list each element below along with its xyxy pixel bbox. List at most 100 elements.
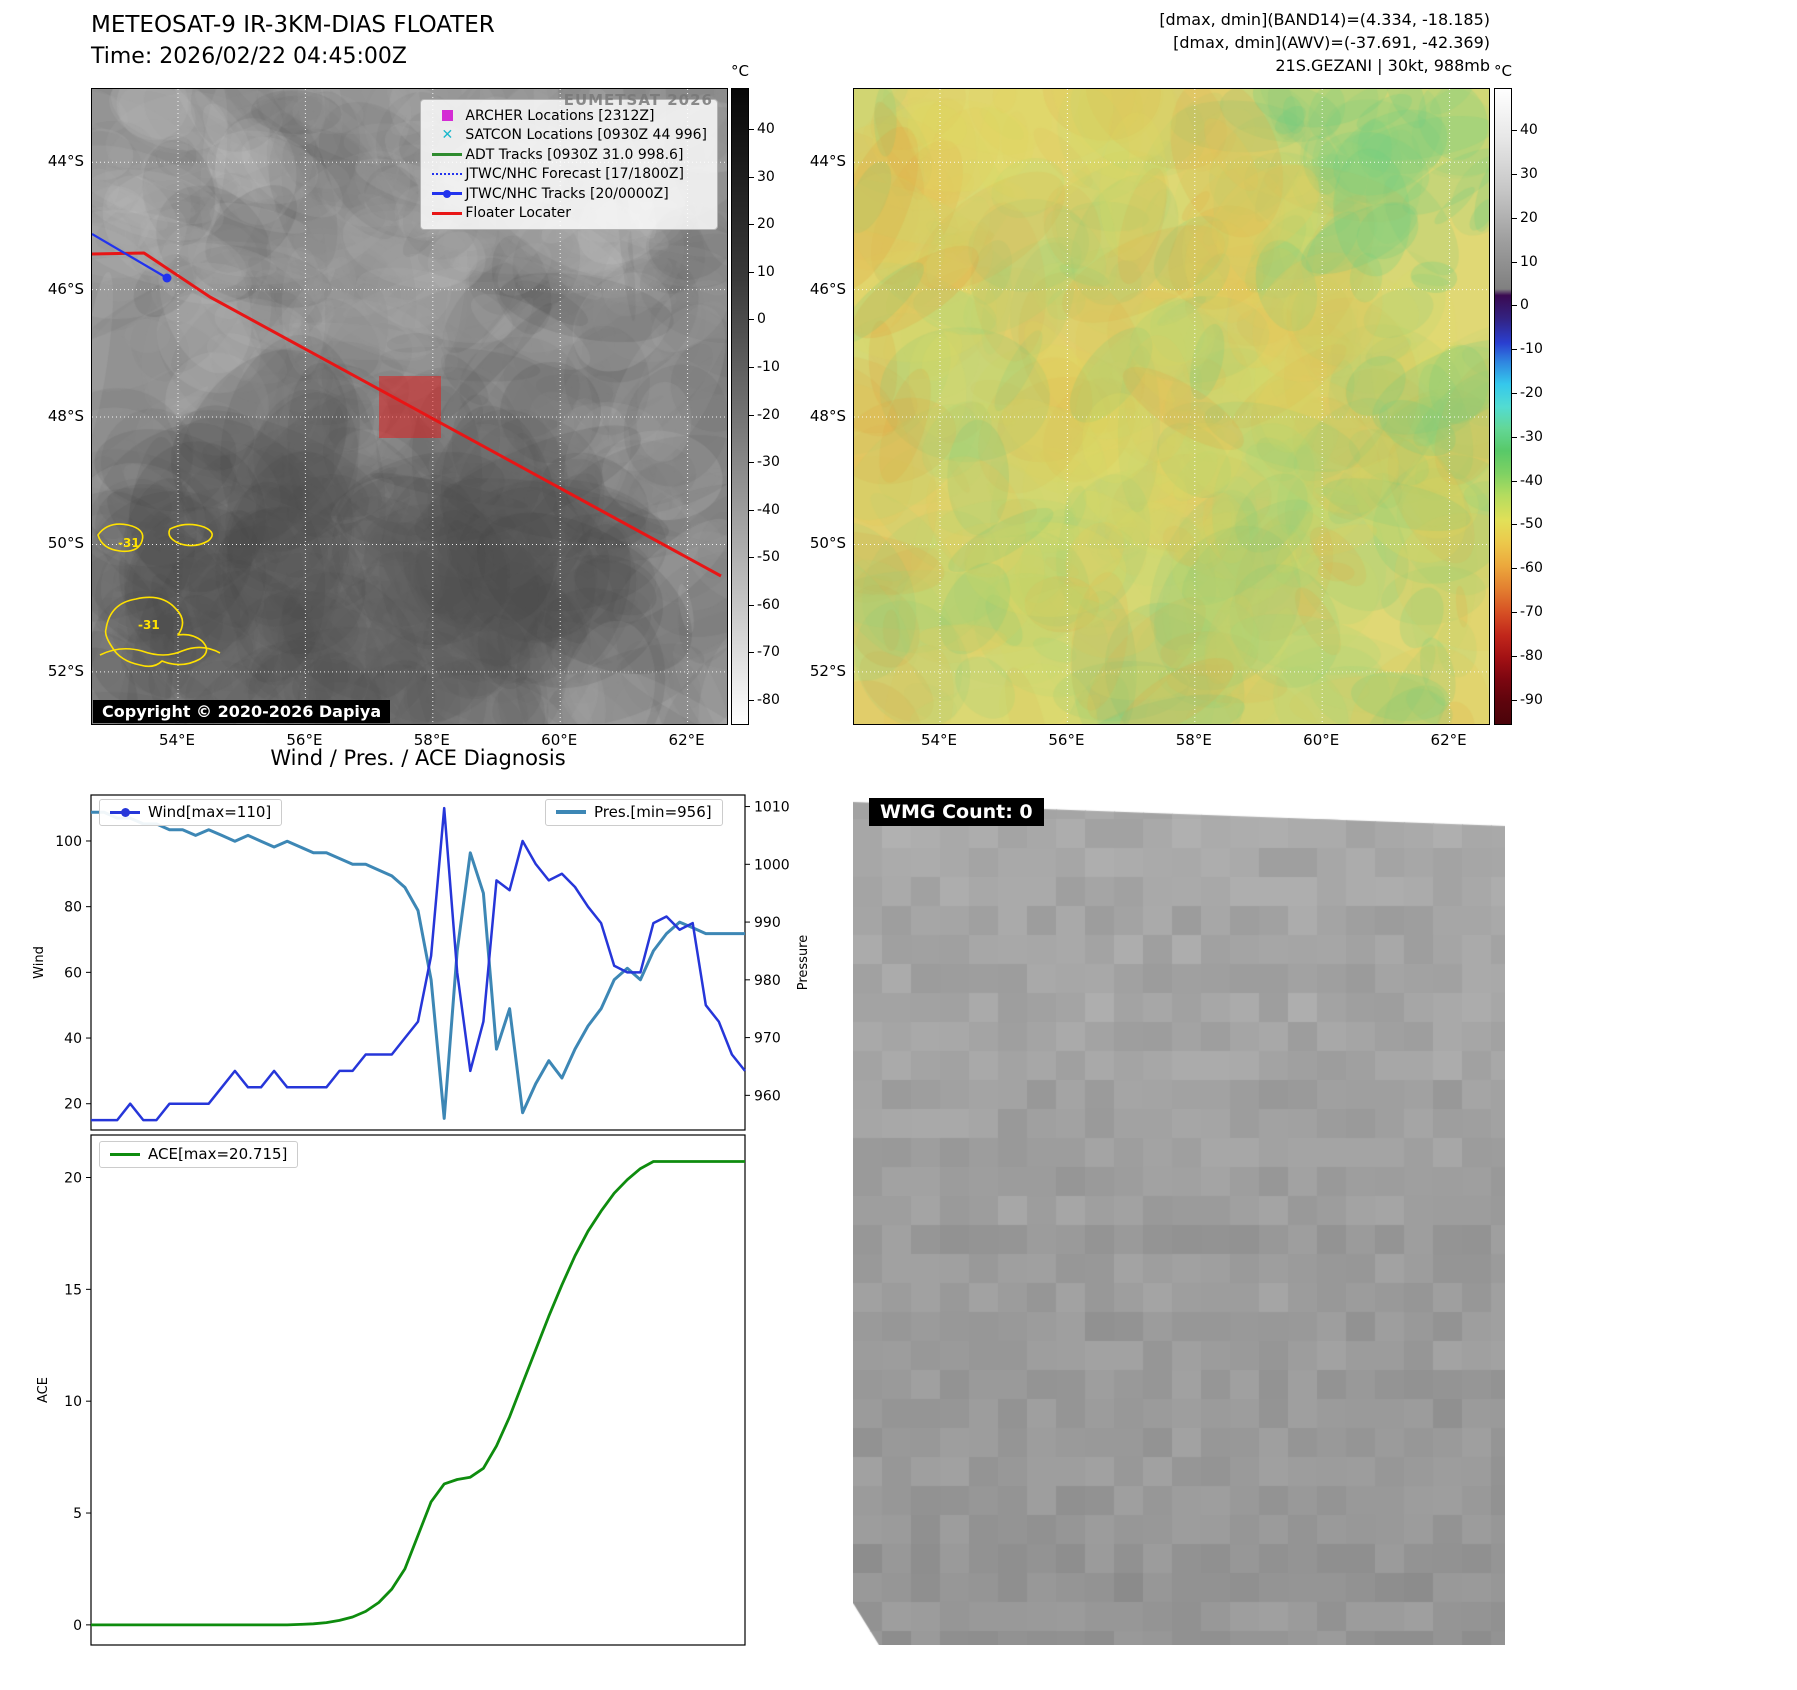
colorbar-tick-mark: [1512, 436, 1517, 438]
colorbar-tick-mark: [749, 604, 754, 606]
colorbar-tick-label: 10: [757, 263, 775, 280]
lat-tick-label: 52°S: [809, 661, 846, 680]
y-tick-label: 980: [754, 973, 781, 989]
awv-header-band14: [dmax, dmin](BAND14)=(4.334, -18.185): [1159, 10, 1490, 29]
pressure-legend: Pres.[min=956]: [545, 799, 723, 826]
lon-tick-label: 62°E: [668, 731, 705, 749]
legend-label: SATCON Locations [0930Z 44 996]: [465, 127, 707, 144]
awv-colorbar-unit: °C: [1494, 62, 1512, 80]
awv-satellite-image: [854, 89, 1489, 724]
y-tick-label: 1000: [754, 857, 790, 873]
temperature-contour: [97, 523, 144, 553]
colorbar-tick-mark: [749, 319, 754, 321]
ir-panel-time: Time: 2026/02/22 04:45:00Z: [91, 44, 407, 69]
pressure-line: [91, 810, 745, 1120]
ace-chart: 0 5 10 15 20 ACE: [36, 1134, 746, 1646]
lon-tick-label: 60°E: [541, 731, 578, 749]
awv-header-block: [dmax, dmin](BAND14)=(4.334, -18.185) [d…: [890, 8, 1490, 77]
colorbar-tick-label: -10: [757, 359, 780, 375]
wind-line: [91, 806, 746, 1122]
colorbar-tick-label: 0: [757, 311, 766, 328]
track-line-icon: [432, 153, 463, 157]
colorbar-tick-mark: [1512, 699, 1517, 701]
lon-tick-label: 62°E: [1430, 731, 1467, 749]
contour-value-label: -31: [138, 618, 160, 632]
awv-colorbar: [1494, 88, 1512, 725]
track-dot: [443, 189, 452, 198]
ace-legend-label: ACE[max=20.715]: [148, 1145, 288, 1163]
lat-tick-label: 50°S: [809, 534, 846, 553]
wind-axis-label: Wind: [32, 946, 47, 979]
colorbar-tick-label: -70: [1520, 604, 1543, 621]
contour-value-label: -31: [118, 536, 140, 550]
y-tick-label: 960: [754, 1088, 781, 1104]
legend-item: JTWC/NHC Tracks [20/0000Z]: [429, 184, 707, 204]
dotted-marker-cell: [429, 173, 465, 176]
y-tick-label: 20: [64, 1097, 82, 1113]
y-tick-label: 5: [73, 1506, 82, 1522]
colorbar-tick-mark: [749, 699, 754, 701]
colorbar-tick-mark: [749, 557, 754, 559]
legend-label: ADT Tracks [0930Z 31.0 998.6]: [465, 146, 684, 163]
colorbar-tick-mark: [749, 367, 754, 368]
ace-line: [91, 1160, 745, 1627]
lon-tick-label: 54°E: [920, 731, 958, 749]
colorbar-tick-mark: [749, 176, 754, 178]
colorbar-tick-mark: [749, 652, 754, 654]
colorbar-tick-label: -50: [757, 549, 780, 566]
colorbar-tick-mark: [1512, 261, 1517, 263]
colorbar-tick-label: 20: [757, 216, 775, 233]
colorbar-tick-mark: [749, 414, 754, 416]
temperature-contour: [99, 646, 221, 656]
colorbar-tick-label: -70: [757, 644, 780, 661]
colorbar-tick-mark: [749, 129, 754, 131]
colorbar-tick-mark: [1512, 217, 1517, 219]
colorbar-tick-mark: [749, 462, 754, 464]
lat-tick-label: 46°S: [809, 279, 846, 298]
legend-label: Floater Locater: [465, 205, 572, 222]
ir-colorbar: [731, 88, 749, 725]
lon-tick-label: 56°E: [286, 731, 323, 749]
axes-frame: [90, 1134, 746, 1646]
colorbar-tick-label: 40: [757, 121, 775, 138]
legend-item: ARCHER Locations [2312Z]: [429, 106, 707, 126]
colorbar-tick-mark: [749, 271, 754, 273]
legend-item: Floater Locater: [429, 204, 707, 224]
ace-axis-label: ACE: [36, 1377, 51, 1403]
legend-label: JTWC/NHC Tracks [20/0000Z]: [465, 185, 669, 202]
lat-tick-label: 50°S: [47, 534, 84, 553]
lat-tick-label: 52°S: [47, 661, 84, 680]
colorbar-tick-label: -40: [757, 501, 780, 518]
diagnosis-title: Wind / Pres. / ACE Diagnosis: [270, 746, 566, 770]
satcon-x-icon: ✕: [441, 127, 454, 144]
colorbar-tick-label: -30: [1520, 428, 1543, 445]
legend-item: ADT Tracks [0930Z 31.0 998.6]: [429, 145, 707, 165]
pressure-line-sample: [556, 810, 586, 814]
forecast-dotted-line-icon: [432, 173, 463, 176]
axes-frame: [90, 794, 746, 1131]
jtwc-track-line: [92, 233, 168, 279]
colorbar-tick-mark: [1512, 349, 1517, 351]
lat-tick-label: 48°S: [809, 407, 846, 426]
awv-map-overlay: [854, 89, 1489, 724]
wind-legend-label: Wind[max=110]: [148, 803, 272, 821]
jtwc-position-dot: [162, 273, 172, 283]
ace-legend: ACE[max=20.715]: [99, 1141, 299, 1168]
wmg-microwave-image: [853, 790, 1505, 1645]
y-tick-label: 40: [64, 1031, 82, 1047]
wind-legend: Wind[max=110]: [99, 799, 283, 826]
colorbar-tick-mark: [749, 224, 754, 226]
pressure-axis-label: Pressure: [796, 935, 811, 991]
colorbar-tick-mark: [1512, 655, 1517, 657]
copyright-banner: Copyright © 2020-2026 Dapiya: [93, 700, 391, 723]
lon-tick-label: 58°E: [1175, 731, 1212, 749]
colorbar-tick-label: -60: [757, 596, 780, 613]
legend-item: ✕ SATCON Locations [0930Z 44 996]: [429, 126, 708, 146]
map-legend: ARCHER Locations [2312Z] ✕ SATCON Location…: [420, 99, 718, 230]
colorbar-tick-mark: [1512, 305, 1517, 307]
y-tick-label: 970: [754, 1031, 781, 1047]
y-tick-label: 15: [64, 1282, 82, 1298]
colorbar-tick-label: 30: [757, 168, 775, 185]
awv-satellite-map: [853, 88, 1490, 725]
y-tick-label: 20: [64, 1171, 82, 1187]
